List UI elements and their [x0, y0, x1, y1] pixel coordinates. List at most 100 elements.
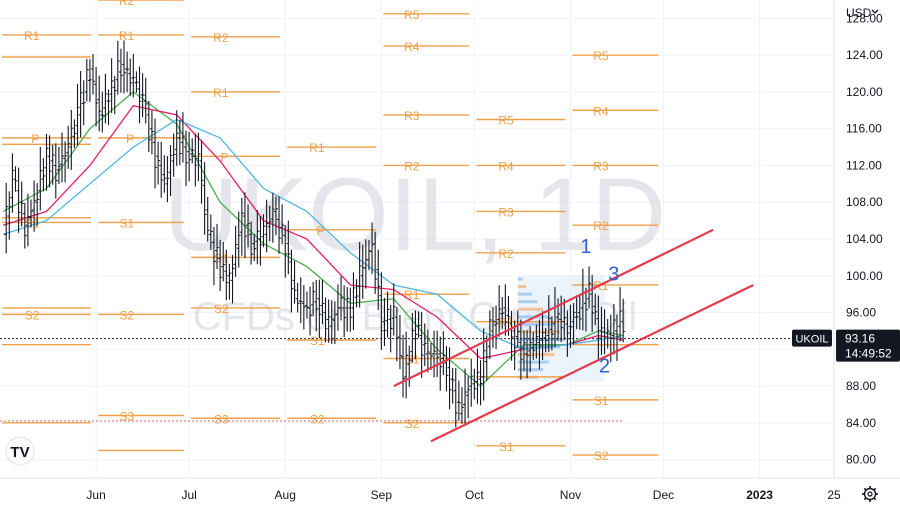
price-bar [295, 282, 300, 313]
price-bars [4, 40, 626, 428]
price-bar [159, 141, 164, 198]
price-bar [571, 303, 576, 345]
price-bar [447, 347, 452, 410]
price-bar [618, 287, 623, 342]
pivot-label: S3 [120, 409, 135, 423]
tradingview-logo-text: TV [10, 444, 29, 461]
price-bar [444, 346, 449, 392]
price-bar [432, 330, 437, 378]
price-bar [481, 328, 486, 401]
price-bar [171, 133, 176, 177]
price-bar [174, 110, 179, 167]
price-tick-label: 108.00 [846, 195, 883, 209]
price-bar [404, 331, 409, 399]
gear-icon[interactable] [862, 486, 878, 502]
price-bar [521, 330, 526, 372]
price-bar [574, 295, 579, 330]
price-bar [38, 146, 43, 211]
price-bar [50, 144, 55, 185]
price-bar [413, 310, 418, 360]
price-bar [66, 125, 71, 169]
pivot-label: R4 [593, 104, 609, 118]
pivot-label: S1 [310, 334, 325, 348]
price-bar [112, 75, 117, 115]
price-bar [348, 287, 353, 332]
price-bar [391, 283, 396, 336]
pivot-label: R2 [593, 219, 609, 233]
price-bar [75, 83, 80, 146]
price-bar [605, 319, 610, 349]
price-bar [184, 130, 189, 187]
price-bar [196, 132, 201, 182]
price-bar [568, 304, 573, 349]
price-bar [143, 77, 148, 124]
price-bar [463, 368, 468, 426]
time-axis-ticks[interactable]: Jun Jul Aug Sep Oct Nov Dec 2023 25 [86, 488, 841, 502]
time-tick-label: 25 [827, 488, 841, 502]
price-bar [410, 312, 415, 363]
time-tick-label: Aug [275, 488, 296, 502]
price-bar [475, 348, 480, 404]
pivot-label: S3 [214, 412, 229, 426]
price-bar [422, 323, 427, 367]
price-bar [298, 277, 303, 324]
price-bar [122, 40, 127, 94]
price-bar [78, 70, 83, 138]
price-bar [534, 324, 539, 359]
price-bar [221, 242, 226, 282]
currency-selector[interactable]: USD [846, 6, 872, 20]
price-bar [242, 192, 247, 259]
price-axis-background[interactable] [834, 0, 900, 478]
price-bar [593, 293, 598, 325]
tradingview-logo[interactable]: TV [5, 436, 35, 466]
price-bar [208, 214, 213, 250]
price-bar [218, 239, 223, 291]
price-bar [614, 314, 619, 361]
price-tick-label: 120.00 [846, 85, 883, 99]
price-bar [549, 316, 554, 351]
price-bar [345, 287, 350, 332]
volume-profile-row [517, 360, 549, 364]
price-bar [497, 285, 502, 337]
price-bar [134, 71, 139, 93]
price-bar [190, 138, 195, 164]
last-price-box [836, 329, 900, 362]
price-bar [376, 249, 381, 311]
price-bar [500, 296, 505, 329]
bar-countdown: 14:49:52 [845, 347, 892, 361]
price-bar [137, 66, 142, 124]
pivot-label: R2 [213, 31, 229, 45]
price-bar [326, 299, 331, 343]
price-bar [472, 368, 477, 400]
price-bar [153, 118, 158, 189]
price-bar [47, 135, 52, 188]
price-bar [41, 158, 46, 192]
price-bar [270, 192, 275, 243]
wave-annotations: 1 2 3 [580, 236, 619, 377]
volume-profile-row [517, 285, 527, 289]
price-bar [69, 109, 74, 170]
volume-profile-row [517, 300, 538, 304]
price-bar [35, 183, 40, 226]
price-bar [286, 220, 291, 275]
chevron-down-icon[interactable] [871, 9, 879, 14]
price-bar [543, 328, 548, 353]
price-bar [63, 141, 68, 183]
price-bar [531, 331, 536, 360]
price-bar [366, 240, 371, 271]
last-price-marker: UKOIL 93.16 14:49:52 [792, 329, 900, 362]
price-bar [456, 380, 461, 421]
pivot-label: P [31, 132, 39, 146]
pivot-label: S1 [120, 216, 135, 230]
price-bar [227, 263, 232, 300]
price-bar [351, 272, 356, 331]
price-bar [180, 112, 185, 163]
symbol-label: UKOIL [795, 334, 828, 346]
price-bar [311, 281, 316, 317]
price-bar [115, 40, 120, 95]
price-bar [379, 272, 384, 350]
price-bar [264, 199, 269, 253]
trend-lines[interactable] [393, 228, 754, 443]
price-bar [118, 48, 123, 93]
